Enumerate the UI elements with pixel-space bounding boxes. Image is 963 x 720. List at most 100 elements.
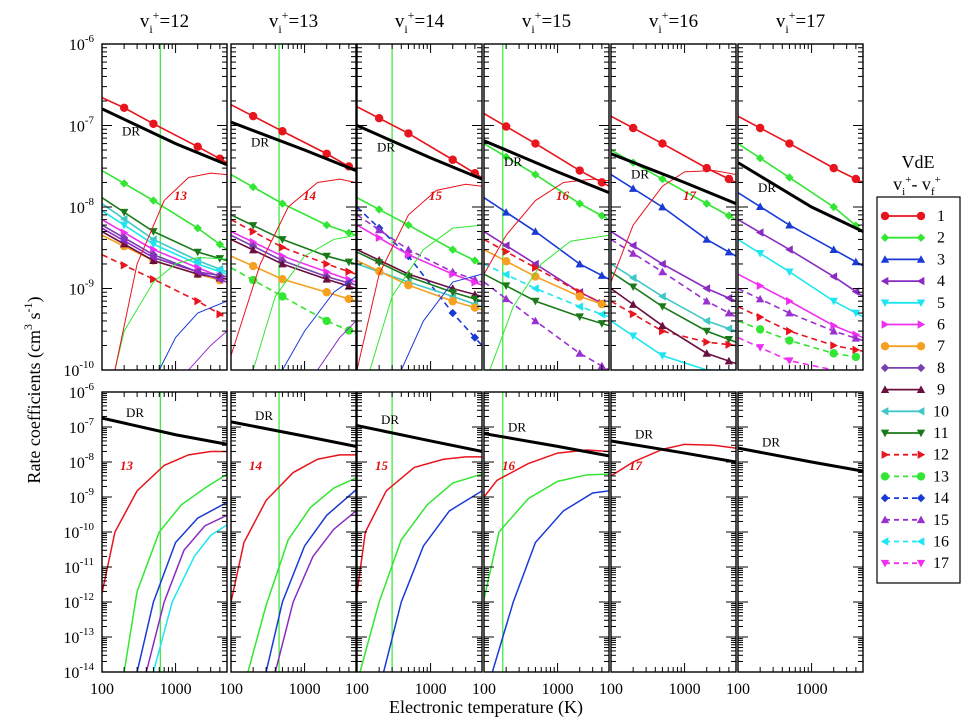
top-plot-area: DR 15 [357, 44, 482, 370]
top-panel-frame [101, 43, 228, 371]
legend-label: 8 [937, 360, 945, 377]
y-tick-label: 10-9 [69, 278, 95, 299]
series-line-13 [231, 267, 356, 335]
bottom-series-line-2 [247, 477, 356, 672]
column-title: vi+=15 [522, 8, 571, 36]
data-point-10 [119, 214, 128, 224]
data-point-12 [703, 337, 711, 347]
data-point-6 [756, 281, 765, 290]
data-point-4 [755, 228, 764, 237]
data-point-2 [470, 256, 480, 265]
dr-label: DR [122, 123, 140, 138]
data-point-11 [501, 282, 511, 290]
data-point-9 [322, 275, 331, 283]
dr-curve [102, 416, 227, 446]
x-tick-label: 100 [345, 681, 369, 698]
legend-marker [917, 320, 926, 329]
curve-annotation: 16 [502, 458, 516, 473]
data-point-11 [470, 295, 480, 304]
legend-entry: 16 [880, 534, 949, 551]
data-point-2 [322, 220, 331, 230]
legend-marker [880, 472, 890, 481]
legend-marker [916, 407, 925, 416]
data-point-5 [829, 297, 838, 306]
series-line-2 [489, 234, 609, 370]
legend-marker [880, 255, 890, 263]
data-point-1 [575, 166, 584, 175]
bottom-plot-area: DR 16 [484, 392, 609, 672]
legend-entry: 4 [880, 273, 945, 290]
legend-marker [880, 493, 890, 503]
series-line-5 [738, 238, 863, 318]
data-point-2 [119, 179, 129, 188]
data-point-11 [193, 248, 202, 257]
column-title-sup: + [282, 8, 289, 22]
column-title-v: v [522, 11, 532, 32]
y-tick-label-exp: -8 [85, 196, 95, 208]
legend-label: 5 [937, 295, 945, 312]
data-point-15 [829, 326, 838, 335]
data-point-1 [322, 149, 331, 158]
top-panel-frame [230, 43, 357, 371]
data-point-2 [702, 199, 711, 208]
y-tick-label-exp: -6 [85, 33, 95, 45]
data-point-15 [628, 249, 638, 257]
legend-marker [916, 385, 926, 393]
top-panel: DR 15 [356, 43, 483, 371]
series-line-2 [102, 169, 227, 251]
column-title: vi+=12 [140, 8, 189, 36]
data-point-10 [702, 316, 711, 326]
y-tick-label-base: 10 [69, 420, 85, 437]
data-point-4 [149, 253, 157, 262]
data-point-6 [786, 296, 794, 306]
legend-marker [880, 385, 890, 393]
data-point-1 [149, 119, 158, 128]
data-point-2 [448, 245, 457, 254]
y-tick-label: 10-13 [63, 626, 94, 647]
legend-marker [880, 429, 890, 438]
series-line-13 [738, 320, 863, 359]
data-point-2 [248, 182, 258, 192]
series-line-6 [357, 224, 482, 286]
dr-label: DR [758, 180, 776, 195]
data-point-4 [658, 259, 666, 269]
column-title-value: =14 [414, 11, 444, 32]
data-point-9 [702, 349, 711, 357]
column-title-value: =15 [541, 11, 571, 32]
series-line-1 [114, 172, 227, 370]
data-point-17 [785, 357, 794, 365]
y-tick-label-base: 10 [69, 200, 85, 217]
data-point-2 [597, 211, 607, 220]
data-point-3 [702, 235, 711, 243]
legend-entry: 8 [880, 360, 945, 377]
panel-column-12: vi+=12 DR 13 DR 13 100 1000 [90, 8, 228, 698]
data-point-15 [785, 308, 794, 317]
legend-entry: 14 [880, 490, 949, 507]
dr-curve [231, 120, 356, 172]
series-line-10 [611, 263, 736, 332]
data-point-5 [658, 352, 667, 360]
panel-column-16: vi+=16 DR 17 DR 17 100 1000 [599, 8, 737, 698]
y-tick-label: 10-14 [63, 661, 94, 682]
series-line-12 [484, 238, 609, 308]
dr-label: DR [381, 412, 399, 427]
data-point-1 [658, 139, 667, 148]
data-point-6 [375, 233, 384, 243]
series-line-13 [114, 257, 227, 370]
top-plot-area: DR 13 [102, 44, 227, 370]
curve-annotation: 15 [429, 188, 443, 203]
legend-subtitle: vi+- vf+ [893, 174, 941, 198]
data-point-15 [724, 308, 734, 317]
y-tick-label-base: 10 [63, 595, 79, 612]
legend-subtitle-v1: v [893, 174, 902, 194]
series-line-15 [188, 330, 227, 370]
data-point-15 [404, 245, 413, 253]
x-tick-label: 1000 [542, 681, 574, 698]
data-point-7 [470, 303, 480, 312]
data-point-12 [629, 309, 638, 319]
column-title-sup: + [153, 8, 160, 22]
series-line-4 [738, 218, 863, 298]
data-point-9 [119, 239, 129, 248]
column-title-sup: + [789, 8, 796, 22]
legend-marker [916, 537, 925, 546]
